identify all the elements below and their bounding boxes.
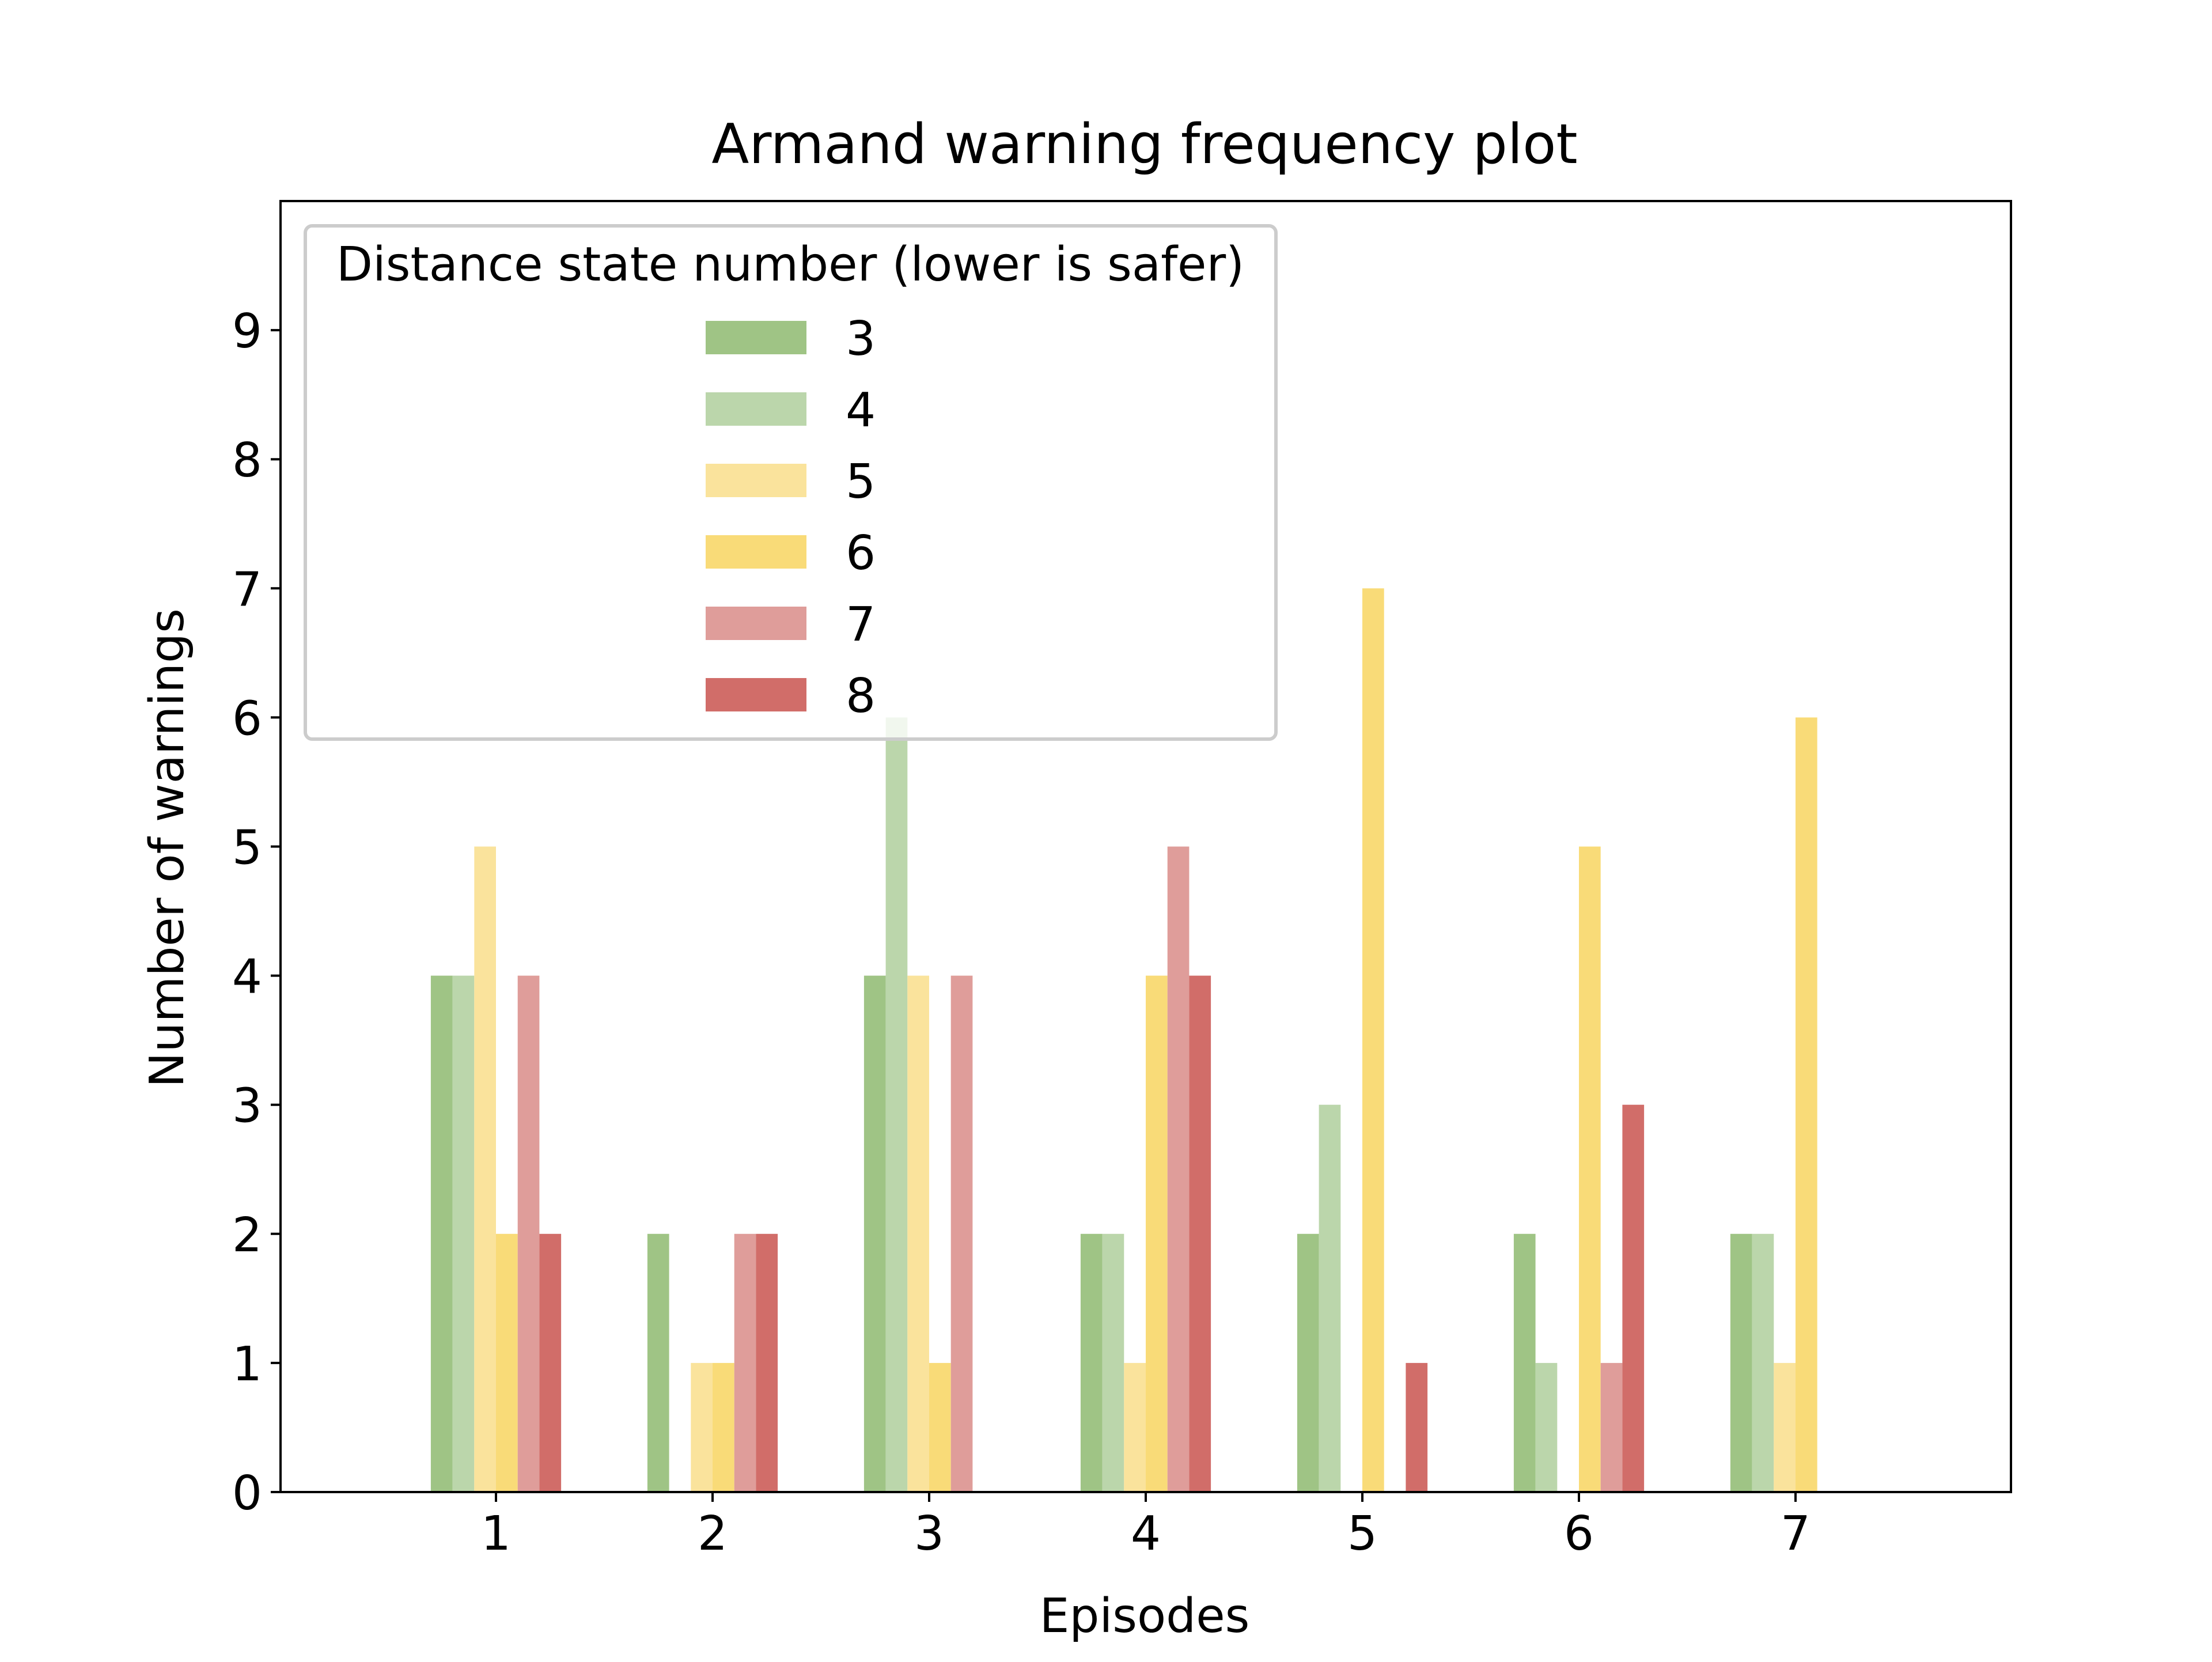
bar-episode-3-state-3: [863, 975, 886, 1492]
y-axis-label: Number of warnings: [140, 608, 195, 1088]
bar-episode-1-state-8: [539, 1233, 562, 1492]
legend-label-8: 8: [846, 669, 876, 724]
bar-episode-7-state-6: [1796, 717, 1817, 1492]
bar-episode-1-state-3: [430, 975, 453, 1492]
bar-episode-5-state-4: [1319, 1104, 1341, 1492]
bar-episode-2-state-8: [756, 1233, 778, 1492]
bar-episode-1-state-7: [517, 975, 540, 1492]
legend-swatch-8: [706, 678, 806, 711]
bar-episode-2-state-6: [713, 1362, 734, 1492]
x-tick-label: 1: [481, 1506, 511, 1561]
x-tick-label: 5: [1347, 1506, 1377, 1561]
x-axis-label: Episodes: [1040, 1589, 1250, 1644]
axes-layer: 0 1 2 3 4 5 6 7 8 9 1 2 3 4 5 6 7: [232, 200, 2012, 1561]
y-tick-label: 5: [232, 821, 262, 876]
y-tick-label: 9: [232, 304, 262, 359]
bar-episode-4-state-3: [1080, 1233, 1103, 1492]
y-tick-label: 6: [232, 691, 262, 746]
x-tick-label: 2: [698, 1506, 728, 1561]
bar-episode-4-state-5: [1124, 1362, 1146, 1492]
bar-episode-2-state-3: [647, 1233, 669, 1492]
bar-episode-2-state-7: [734, 1233, 756, 1492]
legend-swatch-4: [706, 392, 806, 426]
bars-layer: [430, 588, 1817, 1492]
legend-swatch-3: [706, 321, 806, 354]
x-tick-label: 3: [914, 1506, 944, 1561]
bar-episode-6-state-8: [1622, 1104, 1645, 1492]
legend-label-7: 7: [846, 597, 876, 652]
bar-episode-5-state-8: [1406, 1362, 1428, 1492]
legend: Distance state number (lower is safer) 3 4…: [304, 224, 1278, 741]
bar-episode-6-state-3: [1513, 1233, 1536, 1492]
bar-episode-3-state-7: [950, 975, 973, 1492]
legend-title: Distance state number (lower is safer): [336, 237, 1244, 292]
y-tick-label: 4: [232, 950, 262, 1005]
bar-episode-3-state-5: [907, 975, 929, 1492]
bar-episode-4-state-7: [1167, 846, 1190, 1492]
bar-episode-5-state-3: [1297, 1233, 1319, 1492]
y-tick-label: 8: [232, 433, 262, 488]
x-tick-label: 6: [1564, 1506, 1594, 1561]
bar-episode-1-state-5: [474, 846, 496, 1492]
x-tick-label: 4: [1131, 1506, 1161, 1561]
bar-episode-3-state-4: [885, 717, 908, 1492]
y-tick-label: 2: [232, 1208, 262, 1263]
legend-label-6: 6: [846, 526, 876, 581]
y-tick-label: 1: [232, 1337, 262, 1392]
legend-label-5: 5: [846, 455, 876, 509]
chart-title: Armand warning frequency plot: [711, 113, 1577, 176]
bar-episode-4-state-4: [1102, 1233, 1124, 1492]
legend-swatch-5: [706, 464, 806, 497]
bar-episode-3-state-6: [929, 1362, 951, 1492]
bar-episode-5-state-6: [1362, 588, 1384, 1492]
y-tick-label: 0: [232, 1466, 262, 1521]
bar-episode-6-state-7: [1600, 1362, 1623, 1492]
bar-episode-7-state-4: [1752, 1233, 1774, 1492]
bar-episode-6-state-4: [1535, 1362, 1558, 1492]
bar-episode-7-state-3: [1730, 1233, 1752, 1492]
y-tick-label: 7: [232, 562, 262, 617]
legend-swatch-7: [706, 607, 806, 640]
legend-label-4: 4: [846, 383, 876, 438]
legend-label-3: 3: [846, 312, 876, 366]
bar-episode-7-state-5: [1774, 1362, 1796, 1492]
bar-episode-4-state-8: [1189, 975, 1211, 1492]
bar-episode-1-state-6: [496, 1233, 518, 1492]
bar-episode-6-state-6: [1579, 846, 1601, 1492]
y-tick-label: 3: [232, 1079, 262, 1134]
bar-episode-2-state-5: [691, 1362, 713, 1492]
bar-episode-4-state-6: [1146, 975, 1168, 1492]
x-tick-label: 7: [1781, 1506, 1810, 1561]
bar-episode-1-state-4: [452, 975, 475, 1492]
legend-swatch-6: [706, 535, 806, 569]
